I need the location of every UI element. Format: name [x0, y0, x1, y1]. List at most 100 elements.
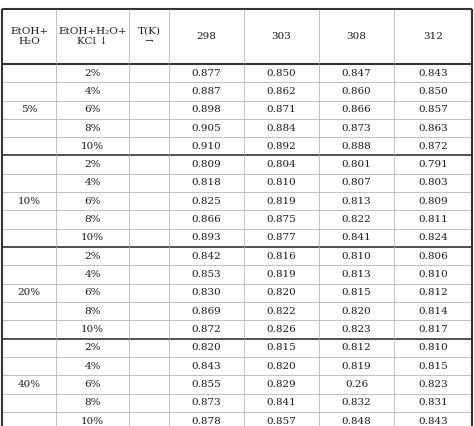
Text: 0.843: 0.843	[418, 69, 448, 78]
Text: 0.878: 0.878	[191, 417, 221, 426]
Text: 0.830: 0.830	[191, 288, 221, 297]
Text: 4%: 4%	[84, 362, 101, 371]
Text: 0.869: 0.869	[191, 307, 221, 316]
Text: 0.905: 0.905	[191, 124, 221, 132]
Text: 8%: 8%	[84, 215, 101, 224]
Text: 0.810: 0.810	[418, 270, 448, 279]
Text: 0.877: 0.877	[191, 69, 221, 78]
Text: 0.823: 0.823	[418, 380, 448, 389]
Text: 0.841: 0.841	[342, 233, 372, 242]
Text: 0.831: 0.831	[418, 398, 448, 407]
Text: 4%: 4%	[84, 270, 101, 279]
Text: 0.819: 0.819	[267, 270, 296, 279]
Text: 8%: 8%	[84, 398, 101, 407]
Text: 312: 312	[423, 32, 443, 41]
Text: 0.814: 0.814	[418, 307, 448, 316]
Text: 0.810: 0.810	[342, 252, 372, 261]
Text: 10%: 10%	[18, 197, 41, 206]
Text: 0.824: 0.824	[418, 233, 448, 242]
Text: 2%: 2%	[84, 160, 101, 169]
Text: 0.841: 0.841	[267, 398, 296, 407]
Text: 0.822: 0.822	[267, 307, 296, 316]
Text: 0.26: 0.26	[345, 380, 368, 389]
Text: 10%: 10%	[81, 233, 104, 242]
Text: 6%: 6%	[84, 105, 101, 114]
Text: 0.825: 0.825	[191, 197, 221, 206]
Text: 0.892: 0.892	[267, 142, 296, 151]
Text: 6%: 6%	[84, 197, 101, 206]
Text: 0.801: 0.801	[342, 160, 372, 169]
Text: 0.877: 0.877	[267, 233, 296, 242]
Text: 0.812: 0.812	[418, 288, 448, 297]
Text: 0.826: 0.826	[267, 325, 296, 334]
Text: 0.822: 0.822	[342, 215, 372, 224]
Text: 0.813: 0.813	[342, 197, 372, 206]
Text: 0.863: 0.863	[418, 124, 448, 132]
Text: 303: 303	[272, 32, 292, 41]
Text: 0.819: 0.819	[342, 362, 372, 371]
Text: 0.809: 0.809	[418, 197, 448, 206]
Text: 0.815: 0.815	[418, 362, 448, 371]
Text: 0.866: 0.866	[342, 105, 372, 114]
Text: 5%: 5%	[21, 105, 37, 114]
Text: 0.815: 0.815	[267, 343, 296, 352]
Text: 0.875: 0.875	[267, 215, 296, 224]
Text: 0.888: 0.888	[342, 142, 372, 151]
Text: 0.803: 0.803	[418, 178, 448, 187]
Text: 0.857: 0.857	[267, 417, 296, 426]
Text: T(K)
→: T(K) →	[137, 26, 161, 46]
Text: 0.842: 0.842	[191, 252, 221, 261]
Text: 4%: 4%	[84, 178, 101, 187]
Text: 0.910: 0.910	[191, 142, 221, 151]
Text: 0.873: 0.873	[191, 398, 221, 407]
Text: 0.862: 0.862	[267, 87, 296, 96]
Text: 0.873: 0.873	[342, 124, 372, 132]
Text: 10%: 10%	[81, 325, 104, 334]
Text: 0.806: 0.806	[418, 252, 448, 261]
Text: 0.810: 0.810	[418, 343, 448, 352]
Text: 0.850: 0.850	[267, 69, 296, 78]
Text: 2%: 2%	[84, 343, 101, 352]
Text: 0.884: 0.884	[267, 124, 296, 132]
Text: EtOH+
H₂O: EtOH+ H₂O	[10, 26, 48, 46]
Text: 0.819: 0.819	[267, 197, 296, 206]
Text: 2%: 2%	[84, 69, 101, 78]
Text: 0.804: 0.804	[267, 160, 296, 169]
Text: 0.847: 0.847	[342, 69, 372, 78]
Text: 0.857: 0.857	[418, 105, 448, 114]
Text: 0.843: 0.843	[191, 362, 221, 371]
Text: 6%: 6%	[84, 380, 101, 389]
Text: 0.860: 0.860	[342, 87, 372, 96]
Text: 20%: 20%	[18, 288, 41, 297]
Text: 308: 308	[346, 32, 366, 41]
Text: 0.848: 0.848	[342, 417, 372, 426]
Text: 0.829: 0.829	[267, 380, 296, 389]
Text: 0.807: 0.807	[342, 178, 372, 187]
Text: 0.887: 0.887	[191, 87, 221, 96]
Text: 0.791: 0.791	[418, 160, 448, 169]
Text: 0.809: 0.809	[191, 160, 221, 169]
Text: 0.855: 0.855	[191, 380, 221, 389]
Text: 0.872: 0.872	[191, 325, 221, 334]
Text: 0.820: 0.820	[267, 288, 296, 297]
Text: 0.811: 0.811	[418, 215, 448, 224]
Text: 0.853: 0.853	[191, 270, 221, 279]
Text: 0.866: 0.866	[191, 215, 221, 224]
Text: 0.816: 0.816	[267, 252, 296, 261]
Text: 0.823: 0.823	[342, 325, 372, 334]
Text: 6%: 6%	[84, 288, 101, 297]
Text: 0.893: 0.893	[191, 233, 221, 242]
Text: 0.850: 0.850	[418, 87, 448, 96]
Text: 4%: 4%	[84, 87, 101, 96]
Text: 0.813: 0.813	[342, 270, 372, 279]
Text: EtOH+H₂O+
KCl ↓: EtOH+H₂O+ KCl ↓	[58, 26, 127, 46]
Text: 0.872: 0.872	[418, 142, 448, 151]
Text: 0.820: 0.820	[191, 343, 221, 352]
Text: 40%: 40%	[18, 380, 41, 389]
Text: 0.832: 0.832	[342, 398, 372, 407]
Text: 0.810: 0.810	[267, 178, 296, 187]
Text: 0.818: 0.818	[191, 178, 221, 187]
Text: 10%: 10%	[81, 417, 104, 426]
Text: 8%: 8%	[84, 124, 101, 132]
Text: 0.820: 0.820	[267, 362, 296, 371]
